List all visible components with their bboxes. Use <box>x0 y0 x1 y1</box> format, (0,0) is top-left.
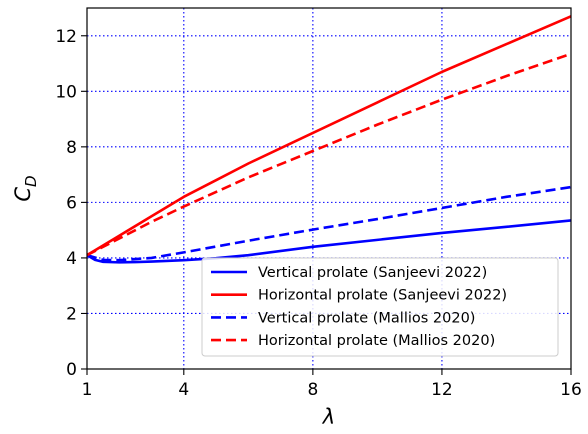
y-tick-label: 12 <box>55 27 77 47</box>
y-tick-label: 0 <box>66 360 77 380</box>
series-line-1 <box>86 219 572 264</box>
x-axis-label: λ <box>322 405 335 429</box>
x-axis-ticks: 1 4 8 12 16 <box>82 369 582 400</box>
x-tick-label: 4 <box>178 380 189 400</box>
series-line-2 <box>86 15 572 257</box>
x-tick-label: 1 <box>82 380 93 400</box>
x-tick-label: 12 <box>431 380 453 400</box>
series-line-4 <box>86 52 572 257</box>
y-axis-label-main: C <box>11 187 35 202</box>
series-lines <box>86 15 572 264</box>
y-axis-ticks: 0 2 4 6 8 10 12 <box>55 27 87 380</box>
y-tick-label: 6 <box>66 193 77 213</box>
legend-label: Horizontal prolate (Mallios 2020) <box>258 333 495 349</box>
plot-frame <box>86 7 572 370</box>
y-tick-label: 8 <box>66 138 77 158</box>
series-line-3 <box>86 185 572 262</box>
legend-label: Horizontal prolate (Sanjeevi 2022) <box>258 288 507 304</box>
legend-label: Vertical prolate (Sanjeevi 2022) <box>258 265 487 281</box>
legend-box <box>201 257 559 357</box>
y-axis-label: CD <box>11 175 40 201</box>
y-axis-label-subscript: D <box>22 175 40 187</box>
y-tick-label: 10 <box>55 82 77 102</box>
x-tick-label: 16 <box>560 380 582 400</box>
legend-label: Vertical prolate (Mallios 2020) <box>258 310 475 326</box>
legend: Vertical prolate (Sanjeevi 2022) Horizont… <box>201 257 559 357</box>
y-tick-label: 4 <box>66 249 77 269</box>
y-tick-label: 2 <box>66 304 77 324</box>
grid <box>87 8 571 369</box>
x-tick-label: 8 <box>307 380 318 400</box>
